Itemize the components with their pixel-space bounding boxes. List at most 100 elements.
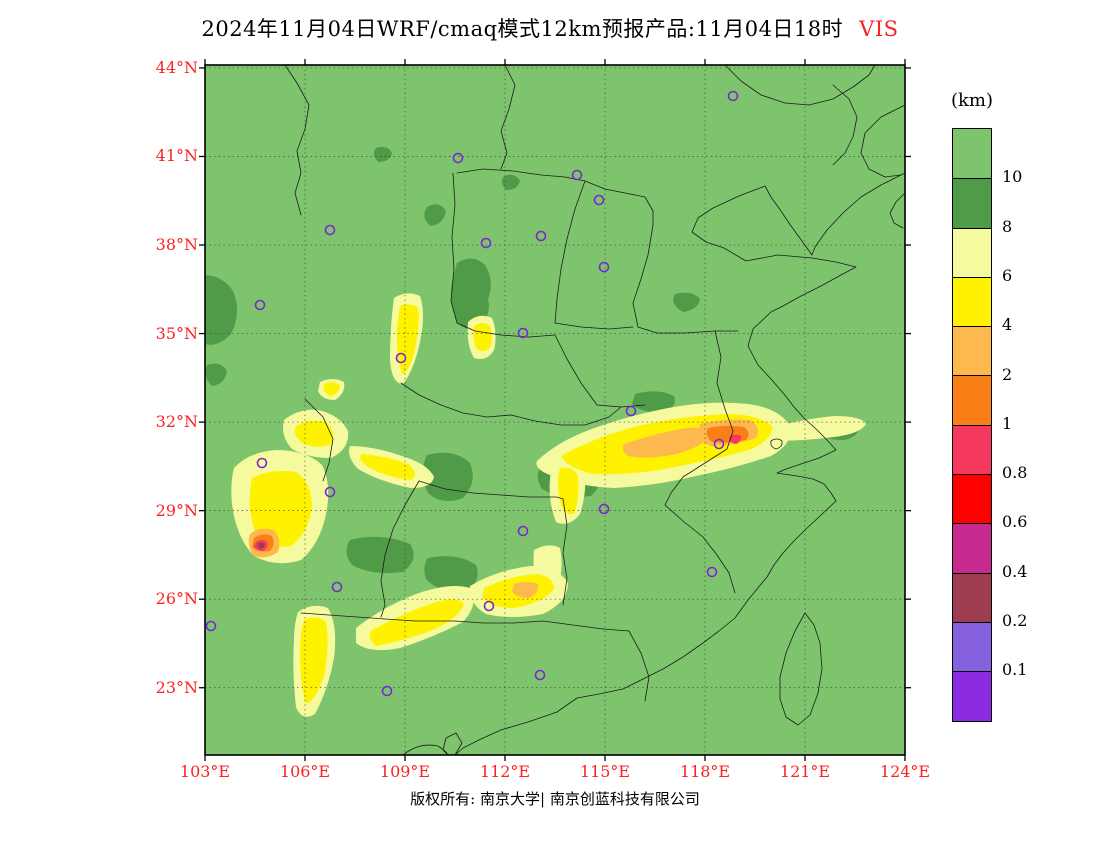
title-variable-tag: VIS [859,17,899,41]
province-boundary [500,64,516,170]
province-boundary [632,224,739,334]
city-marker [517,525,529,537]
city-marker [452,152,464,164]
province-boundary [889,192,906,229]
contour-region [294,420,334,447]
legend-colorbar [952,128,992,722]
legend-color-swatch [953,523,991,573]
contour-region [512,582,539,598]
province-boundary [554,322,634,330]
legend-label: 8 [1002,216,1013,236]
contour-region [300,617,328,704]
province-boundary [510,406,622,426]
contour-layer [205,146,866,717]
province-boundary [779,612,823,726]
contour-region [558,467,579,515]
province-boundary [860,104,906,178]
city-marker [324,486,336,498]
city-marker [395,352,407,364]
legend-label: 2 [1002,364,1013,384]
city-marker [483,600,495,612]
province-boundary [664,448,728,506]
legend-label: 1 [1002,413,1013,433]
contour-region [424,204,446,226]
legend-color-swatch [953,178,991,228]
city-marker [381,685,393,697]
lon-tick-label: 109°E [379,762,431,781]
lat-tick-label: 35°N [155,323,198,343]
province-boundary [628,630,650,702]
lon-tick-label: 124°E [879,762,931,781]
province-boundary [456,168,586,182]
province-boundary [724,64,876,106]
contour-region [729,434,742,444]
city-marker [598,261,610,273]
province-boundary [418,480,564,500]
contour-region [422,452,473,502]
city-marker [625,405,637,417]
lat-tick-label: 26°N [155,589,198,609]
province-boundary [380,480,420,618]
contour-region [373,146,392,162]
lon-tick-label: 121°E [779,762,831,781]
contour-region [473,323,492,351]
lat-tick-label: 38°N [155,235,198,255]
legend-label: 0.8 [1002,463,1028,483]
map-svg [199,59,911,761]
province-boundary [454,172,906,756]
legend-label: 0.4 [1002,561,1028,581]
city-marker [593,194,605,206]
city-marker [713,438,725,450]
province-boundary [442,732,463,756]
province-boundary [832,84,858,166]
contour-region [424,556,478,593]
copyright-text: 版权所有: 南京大学| 南京创蓝科技有限公司 [410,790,700,808]
contour-region [249,470,312,547]
city-marker [706,566,718,578]
legend-color-swatch [953,572,991,622]
page-title: 2024年11月04日WRF/cmaq模式12km预报产品:11月04日18时 V… [0,13,1100,43]
contour-region [323,382,340,396]
boundary-layer [284,64,906,756]
city-marker [324,224,336,236]
city-marker [480,237,492,249]
province-boundary [714,330,734,450]
lon-tick-label: 112°E [479,762,531,781]
city-marker [534,669,546,681]
province-boundary [770,438,783,450]
province-boundary [284,64,310,216]
legend-label: 0.1 [1002,660,1028,680]
legend-color-swatch [953,671,991,721]
legend-color-swatch [953,129,991,179]
city-marker [598,503,610,515]
lon-tick-label: 115°E [579,762,631,781]
lon-tick-label: 118°E [679,762,731,781]
contour-region [205,275,238,345]
lat-tick-label: 32°N [155,412,198,432]
city-marker [727,90,739,102]
legend-label: 4 [1002,315,1013,335]
legend-color-swatch [953,326,991,376]
province-boundary [402,744,449,756]
legend-color-swatch [953,227,991,277]
province-boundary [554,180,586,324]
province-boundary [562,498,568,606]
frame-layer [199,59,911,761]
contour-region [632,391,675,413]
legend-color-swatch [953,276,991,327]
contour-region [501,174,520,190]
province-boundary [454,620,630,632]
contour-region [360,454,415,480]
legend-label: 0.6 [1002,512,1028,532]
city-marker [535,230,547,242]
legend-color-swatch [953,375,991,425]
legend-color-swatch [953,621,991,672]
city-marker [331,581,343,593]
city-marker [254,299,266,311]
city-marker [256,457,268,469]
legend-label: 0.2 [1002,611,1028,630]
province-boundary [664,504,736,594]
lon-tick-label: 103°E [179,762,231,781]
legend-label: 10 [1002,167,1023,187]
